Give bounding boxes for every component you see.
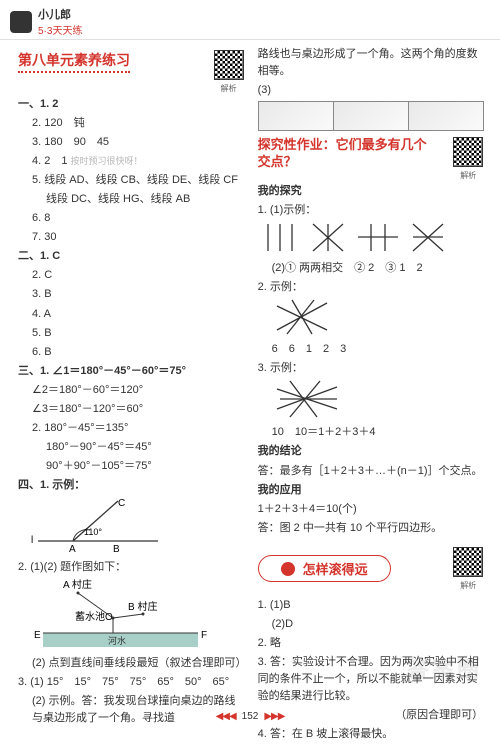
r-q1b: (2)D (258, 616, 484, 633)
qr-label-3: 解析 (453, 580, 483, 591)
page-number: 152 (242, 711, 259, 722)
topic-pill: 怎样滚得远 (258, 555, 391, 582)
q2-intro: 2. (1)(2) 题作图如下： (18, 559, 244, 576)
svg-text:110°: 110° (84, 527, 102, 537)
page-number-row: ◀◀◀ 152 ▶▶▶ (0, 711, 500, 722)
fig-lines-1 (258, 221, 484, 258)
sec1-4: 4. 2 1 按时预习很快呀！ (18, 153, 244, 170)
q2-2: (2) 点到直线间垂线段最短（叙述合理即可） (18, 655, 244, 672)
qr-label: 解析 (214, 83, 244, 94)
sec1-6: 6. 8 (18, 210, 244, 227)
apply2: 答：图 2 中一共有 10 个平行四边形。 (258, 520, 484, 537)
e3-head: 3. 示例： (258, 360, 484, 377)
sec3-head: 三、1. ∠1＝180°－45°－60°＝75° (18, 363, 244, 380)
brand-sub: 5·3天天练 (38, 22, 82, 37)
conclude-text: 答：最多有［1＋2＋3＋…＋(n－1)］个交点。 (258, 463, 484, 480)
r-q4: 4. 答：在 B 坡上滚得最快。 (258, 726, 484, 743)
row3-label: (3) (258, 84, 271, 96)
sec2-2: 2. C (18, 267, 244, 284)
e3-nums: 10 10＝1＋2＋3＋4 (258, 424, 484, 441)
right-column: 路线也与桌边形成了一个角。这两个角的度数相等。 (3) 探究性作业：它们最多有几… (258, 44, 484, 745)
qr-icon-2 (453, 137, 483, 167)
svg-text:B 村庄: B 村庄 (128, 600, 157, 613)
top-note: 路线也与桌边形成了一个角。这两个角的度数相等。 (258, 46, 484, 80)
brand-text: 小儿郎 (38, 6, 82, 22)
sec1-2: 2. 120 钝 (18, 115, 244, 132)
svg-text:河水: 河水 (108, 635, 126, 646)
pill-dot-icon (281, 562, 295, 576)
e2-nums: 6 6 1 2 3 (258, 341, 484, 358)
unit-title: 第八单元素养练习 (18, 50, 130, 73)
svg-text:A: A (69, 544, 76, 554)
sec4-head: 四、1. 示例： (18, 477, 244, 494)
page-header: 小儿郎 5·3天天练 (0, 0, 500, 40)
logo-icon (10, 11, 32, 33)
sec1-3: 3. 180 90 45 (18, 134, 244, 151)
sec2-head: 二、1. C (18, 248, 244, 265)
faint-note: 按时预习很快呀！ (71, 156, 143, 166)
explore-title: 探究性作业：它们最多有几个交点？ (258, 137, 438, 171)
arrow-right-icon: ▶▶▶ (264, 711, 284, 722)
my-explore: 我的探究 (258, 183, 484, 200)
r-q1a: 1. (1)B (258, 597, 484, 614)
left-column: 第八单元素养练习 解析 一、1. 2 2. 120 钝 3. 180 90 45… (18, 44, 244, 745)
figure-angle: l A B C 110° (18, 496, 244, 557)
qr-label-2: 解析 (453, 170, 483, 181)
figure-river: A 村庄 B 村庄 蓄水池O E F 河水 (18, 578, 244, 653)
brand-block: 小儿郎 5·3天天练 (38, 6, 82, 37)
content-columns: 第八单元素养练习 解析 一、1. 2 2. 120 钝 3. 180 90 45… (0, 40, 500, 745)
sec3-l5: 180°－90°－45°＝45° (18, 439, 244, 456)
qr-icon-3 (453, 547, 483, 577)
qr-block-3: 解析 (453, 547, 483, 591)
pill-row: 怎样滚得远 解析 (258, 547, 484, 591)
row3: (3) (258, 82, 484, 131)
sec2-4: 4. A (18, 306, 244, 323)
e1-row2: (2)① 两两相交 ② 2 ③ 1 2 (258, 260, 484, 277)
sec1-5: 5. 线段 AD、线段 CB、线段 DE、线段 CF (18, 172, 244, 189)
my-conclude: 我的结论 (258, 443, 484, 460)
my-apply: 我的应用 (258, 482, 484, 499)
svg-text:蓄水池O: 蓄水池O (75, 610, 113, 623)
sec1-5b: 线段 DC、线段 HG、线段 AB (18, 191, 244, 208)
sec2-3: 3. B (18, 286, 244, 303)
sec2-5: 5. B (18, 325, 244, 342)
svg-text:F: F (201, 630, 207, 641)
arrow-left-icon: ◀◀◀ (216, 711, 236, 722)
sec3-l2: ∠2＝180°－60°＝120° (18, 382, 244, 399)
svg-text:B: B (113, 544, 120, 554)
explore-title-row: 探究性作业：它们最多有几个交点？ 解析 (258, 137, 484, 181)
e1-head: 1. (1)示例： (258, 202, 484, 219)
sec3-l4: 2. 180°－45°＝135° (18, 420, 244, 437)
qr-icon (214, 50, 244, 80)
sec3-l3: ∠3＝180°－120°＝60° (18, 401, 244, 418)
qr-block: 解析 (214, 50, 244, 94)
sec1-7: 7. 30 (18, 229, 244, 246)
q3-1: 3. (1) 15° 15° 75° 75° 65° 50° 65° (18, 674, 244, 691)
unit-title-row: 第八单元素养练习 解析 (18, 50, 244, 94)
fig-lines-2 (258, 298, 484, 339)
r-q2: 2. 略 (258, 635, 484, 652)
qr-block-2: 解析 (453, 137, 483, 181)
svg-text:C: C (118, 498, 125, 509)
watermark: 答案圈 (407, 652, 482, 684)
billiard-strip (258, 101, 484, 131)
svg-text:l: l (31, 535, 33, 546)
svg-text:E: E (34, 630, 41, 641)
fig-lines-3 (258, 379, 484, 422)
pill-text: 怎样滚得远 (303, 559, 368, 578)
sec1-head: 一、1. 2 (18, 96, 244, 113)
sec2-6: 6. B (18, 344, 244, 361)
e2-head: 2. 示例： (258, 279, 484, 296)
svg-text:A 村庄: A 村庄 (63, 578, 92, 591)
apply1: 1＋2＋3＋4＝10(个) (258, 501, 484, 518)
sec3-l6: 90°＋90°－105°＝75° (18, 458, 244, 475)
